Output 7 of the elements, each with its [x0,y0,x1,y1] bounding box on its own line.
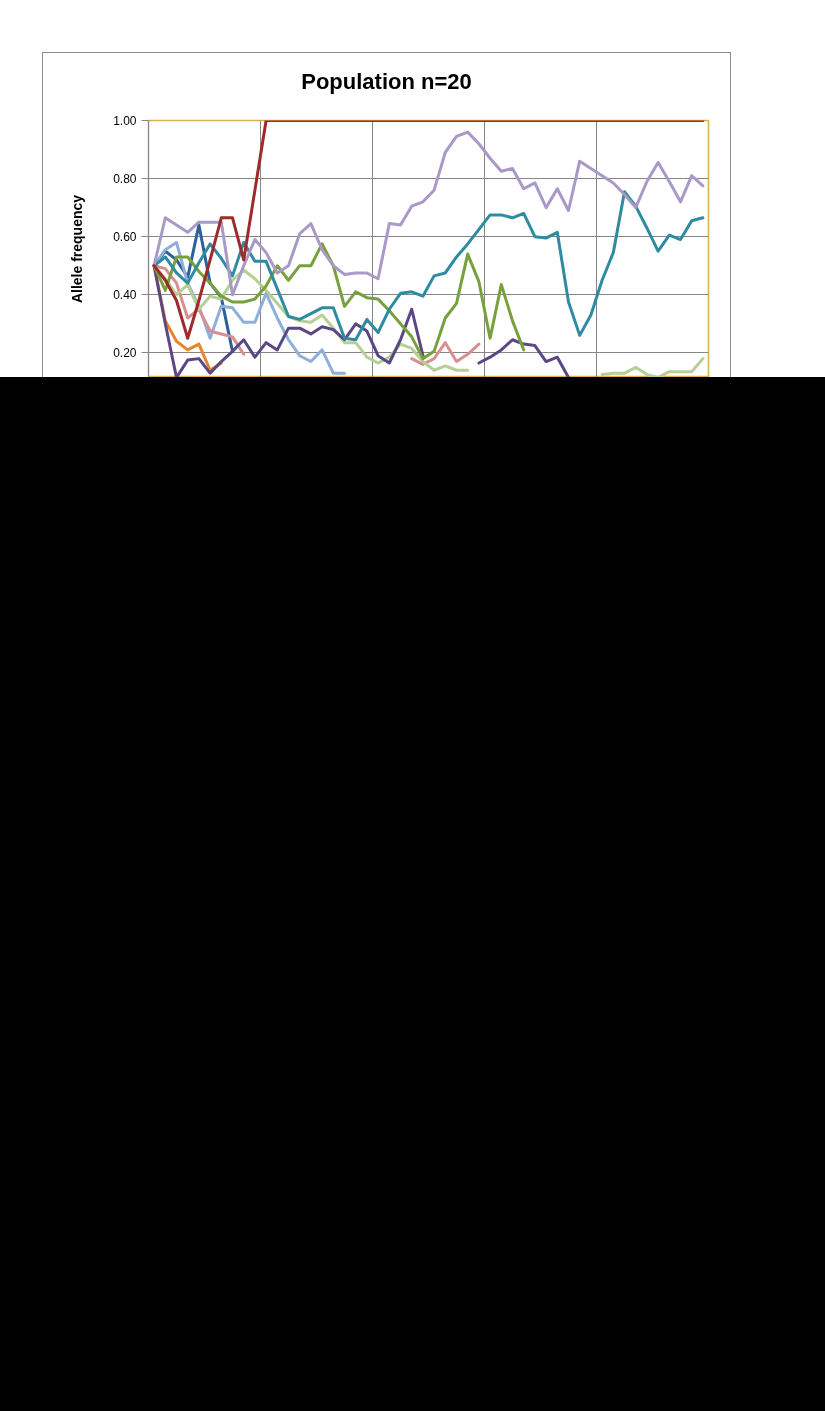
y-tick-label: 0.40 [113,288,137,303]
chart-title: Population n=20 [301,68,472,96]
y-tick-label: 0.20 [113,346,137,361]
y-tick-label: 1.00 [113,114,137,128]
y-axis-title: Allele frequency [69,194,86,304]
y-tick-label: 0.60 [113,230,137,245]
y-tick-label: 0.80 [113,172,137,187]
